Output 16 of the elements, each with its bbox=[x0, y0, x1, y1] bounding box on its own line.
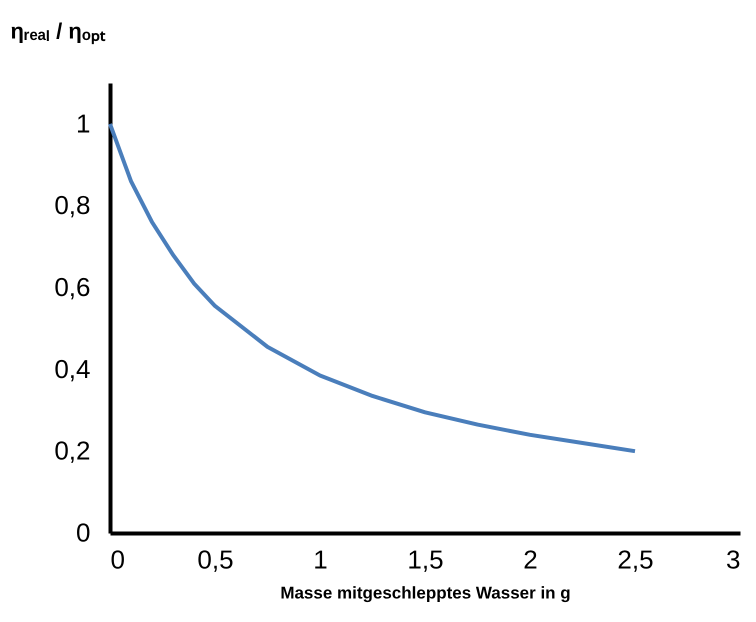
y-tick-label: 0 bbox=[76, 518, 90, 548]
x-tick-label: 2 bbox=[523, 544, 538, 574]
y-tick-label: 1 bbox=[76, 108, 90, 138]
x-tick-label: 3 bbox=[726, 544, 740, 574]
x-axis-title: Masse mitgeschlepptes Wasser in g bbox=[280, 584, 571, 602]
line-series bbox=[108, 122, 637, 454]
y-tick-label: 0,2 bbox=[54, 436, 90, 466]
y-axis-title: ηᵣₑₐₗ / ηₒₚₜ bbox=[10, 18, 106, 44]
x-tick-label: 2,5 bbox=[617, 544, 654, 574]
y-tick-label: 0,6 bbox=[54, 272, 90, 302]
x-tick-label: 1 bbox=[313, 544, 328, 574]
x-tick-label: 0,5 bbox=[197, 544, 234, 574]
x-tick-label: 1,5 bbox=[407, 544, 444, 574]
y-tick-label: 0,4 bbox=[54, 354, 90, 384]
x-tick-label: 0 bbox=[110, 544, 125, 574]
y-tick-label: 0,8 bbox=[54, 190, 90, 220]
